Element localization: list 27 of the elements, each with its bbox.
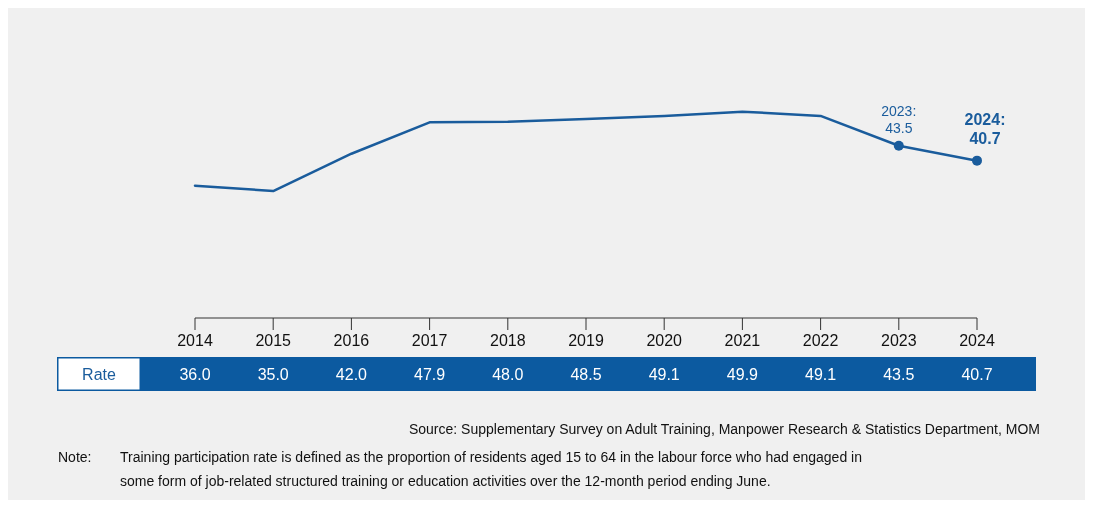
x-tick-label: 2020 (646, 332, 683, 349)
x-tick-label: 2015 (255, 332, 292, 349)
data-label: 35.0 (257, 366, 289, 383)
data-label: 49.9 (726, 366, 759, 383)
source-note: Source: Supplementary Survey on Adult Training, Manpower Research & Statistics Department, MOM (408, 421, 1040, 437)
x-tick-label: 2024 (959, 332, 995, 349)
x-tick-label: 2019 (568, 332, 604, 349)
annotation: 2024: 40.7 (964, 110, 1006, 147)
x-tick-label: 2014 (177, 332, 213, 349)
x-tick-label: 2022 (802, 332, 839, 349)
data-label: 43.5 (883, 366, 915, 383)
data-label: 48.5 (570, 366, 602, 383)
x-tick-label: 2016 (333, 332, 370, 349)
data-label: 40.7 (961, 366, 993, 383)
data-label: 36.0 (179, 366, 211, 383)
text: Rate (82, 366, 116, 383)
data-label: 49.1 (805, 366, 837, 383)
text: Note: Training participation rate is defined as the proportion of residents aged 15 to 64 in the labour force who had engaged in some form of job-related structured training or education activities over the 12-month period ending June. (58, 449, 862, 489)
x-tick-label: 2018 (490, 332, 526, 349)
data-label: 49.1 (648, 366, 680, 383)
data-label: 48.0 (492, 366, 524, 383)
data-label: 42.0 (335, 366, 368, 383)
x-tick-label: 2021 (724, 332, 761, 349)
x-tick-label: 2023 (881, 332, 917, 349)
x-tick-label: 2017 (411, 332, 448, 349)
data-label: 47.9 (414, 366, 446, 383)
annotation: 2023: 43.5 (881, 102, 917, 136)
